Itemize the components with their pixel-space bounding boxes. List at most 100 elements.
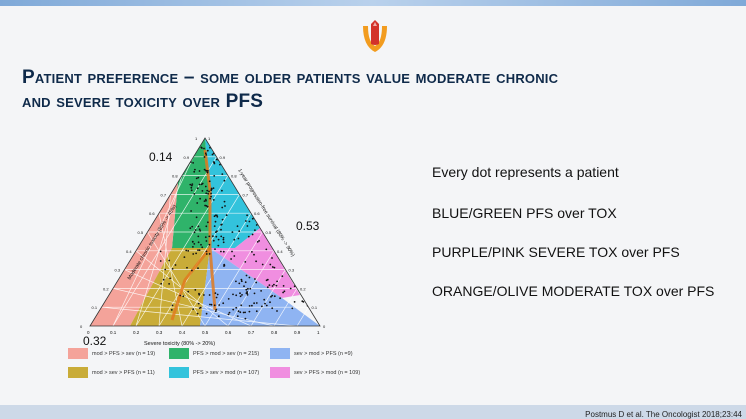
patient-dot [292, 279, 295, 281]
patient-dot [207, 192, 210, 195]
patient-dot [282, 285, 285, 287]
title-line-2: and severe toxicity over PFS [22, 91, 264, 112]
legend-label: mod > sev > PFS (n = 11) [92, 369, 155, 376]
bullet-4: ORANGE/OLIVE MODERATE TOX over PFS [432, 283, 715, 299]
patient-dot [213, 225, 216, 227]
patient-dot [257, 218, 259, 221]
patient-dot [237, 310, 240, 313]
patient-dot [197, 267, 199, 270]
patient-dot [204, 198, 207, 201]
patient-dot [203, 147, 205, 150]
bottom-tick-label: 0.4 [179, 330, 186, 335]
patient-dot [240, 278, 243, 281]
patient-dot [171, 268, 174, 270]
patient-dot [195, 216, 198, 219]
patient-dot [244, 281, 247, 284]
legend-item: mod > sev > PFS (n = 11) [68, 367, 155, 378]
footer-band [0, 405, 746, 419]
patient-dot [246, 214, 249, 217]
patient-dot [251, 251, 253, 253]
patient-dot [235, 306, 238, 309]
patient-dot [190, 186, 193, 189]
patient-dot [223, 179, 226, 182]
patient-dot [251, 304, 253, 307]
patient-dot [251, 233, 254, 236]
ternary-plot: 0 0.1 0.2 0.3 0.4 0.5 0.6 0.7 0.8 0.9 1 0 00.1 0.10.… [80, 136, 326, 348]
patient-dot [254, 229, 256, 231]
region-sev-mod-pfs [200, 248, 320, 326]
bullet-3: PURPLE/PINK SEVERE TOX over PFS [432, 244, 680, 260]
patient-dot [208, 253, 211, 255]
patient-dot [195, 148, 198, 150]
patient-dot [168, 259, 171, 262]
left-tick-label: 0.9 [184, 155, 190, 160]
right-tick-label: 0.7 [243, 192, 249, 197]
region-sev-pfs-mod [210, 228, 300, 298]
patient-dot [246, 294, 249, 296]
title-line-1: Patient preference – some older patients… [22, 67, 559, 88]
bottom-ticks: 0 0.1 0.2 0.3 0.4 0.5 0.6 0.7 0.8 0.9 1 [87, 330, 320, 335]
patient-dot [187, 250, 190, 252]
patient-dot [209, 303, 211, 306]
patient-dot [255, 224, 258, 226]
patient-dot [273, 295, 276, 298]
patient-dot [231, 250, 233, 253]
patient-dot [205, 225, 208, 228]
patient-dot [213, 215, 216, 218]
patient-dot [255, 281, 258, 284]
institution-logo [363, 20, 387, 52]
patient-dot [255, 310, 258, 313]
patient-dot [248, 220, 251, 223]
patient-dot [215, 231, 217, 234]
patient-dot [193, 170, 196, 173]
patient-dot [221, 173, 224, 175]
patient-dot [210, 187, 213, 190]
patient-dot [169, 277, 171, 280]
patient-dot [212, 161, 215, 163]
slide-title: Patient preference – some older patients… [22, 66, 742, 114]
patient-dot [219, 163, 221, 166]
patient-dot [222, 302, 225, 305]
patient-dot [208, 294, 211, 296]
patient-dot [210, 303, 213, 306]
patient-dot [197, 302, 200, 305]
patient-dot [205, 154, 208, 156]
patient-dot [233, 238, 236, 241]
patient-dot [271, 294, 274, 297]
patient-dot [247, 287, 249, 290]
patient-dot [269, 263, 272, 266]
patient-dot [217, 315, 220, 318]
patient-dot [231, 231, 234, 233]
patient-dot [190, 210, 193, 212]
patient-dot [197, 225, 200, 228]
patient-dot [222, 238, 225, 241]
patient-dot [220, 228, 222, 231]
patient-dot [198, 183, 201, 186]
patient-dot [196, 312, 199, 315]
patient-dot [192, 162, 195, 164]
patient-dot [238, 230, 241, 233]
left-tick-label: 0.5 [138, 230, 144, 235]
patient-dot [217, 238, 220, 241]
legend-item: PFS > sev > mod (n = 107) [169, 367, 259, 378]
legend-label: PFS > sev > mod (n = 107) [193, 369, 260, 376]
patient-dot [207, 221, 209, 224]
patient-dot [191, 183, 194, 185]
patient-dot [206, 205, 209, 208]
patient-dot [204, 185, 207, 188]
patient-dot [198, 307, 201, 309]
patient-dot [209, 197, 212, 200]
left-tick-label: 0.1 [92, 305, 98, 310]
patient-dot [186, 266, 188, 269]
right-tick-label: 0.1 [312, 305, 318, 310]
patient-dot [265, 304, 268, 307]
patient-dot [218, 304, 221, 306]
legend-swatch [270, 367, 290, 378]
patient-dot [261, 305, 263, 308]
bottom-tick-label: 0.3 [156, 330, 163, 335]
patient-dot [275, 284, 278, 287]
patient-dot [160, 282, 163, 285]
patient-dot [205, 240, 208, 242]
patient-dot [253, 292, 256, 295]
patient-dot [213, 175, 216, 177]
